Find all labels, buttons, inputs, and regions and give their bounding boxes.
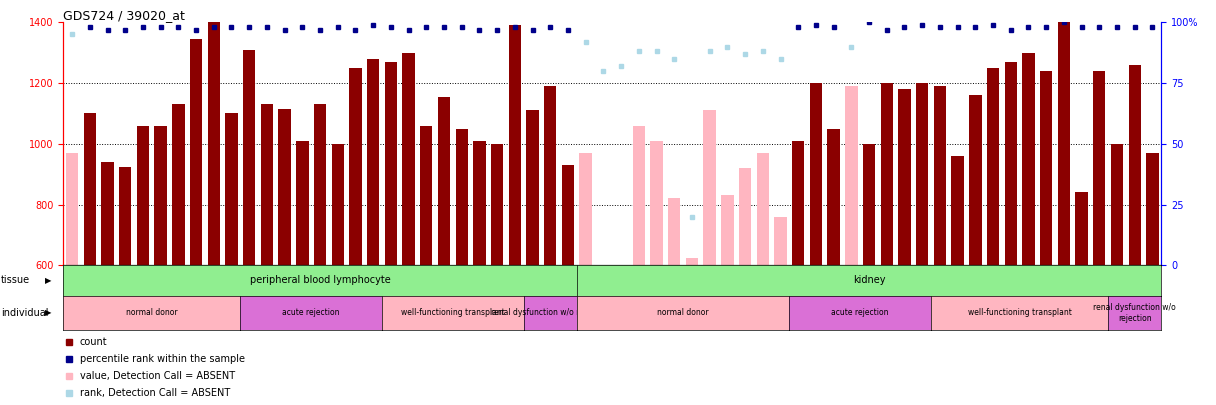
Bar (208, 22, 220, 265)
Bar (349, 68, 361, 265)
Text: normal donor: normal donor (658, 308, 709, 318)
Bar (1110, 144, 1124, 265)
Bar (1023, 53, 1035, 265)
Text: well-functioning transplant: well-functioning transplant (401, 308, 505, 318)
Bar (225, 113, 237, 265)
Bar (704, 111, 716, 265)
Bar (987, 68, 1000, 265)
Bar (863, 144, 876, 265)
Bar (508, 26, 520, 265)
Bar (402, 53, 415, 265)
Bar (721, 196, 733, 265)
Bar (420, 126, 433, 265)
Text: normal donor: normal donor (126, 308, 178, 318)
Text: ▶: ▶ (45, 308, 51, 318)
Bar (934, 86, 946, 265)
Text: kidney: kidney (852, 275, 885, 286)
Bar (260, 104, 274, 265)
Bar (827, 129, 840, 265)
Bar (916, 83, 928, 265)
Bar (899, 89, 911, 265)
Bar (632, 126, 644, 265)
Bar (651, 141, 663, 265)
Text: renal dysfunction w/o
rejection: renal dysfunction w/o rejection (1093, 303, 1176, 322)
Bar (1058, 22, 1070, 265)
Bar (367, 59, 379, 265)
Bar (544, 86, 557, 265)
Text: count: count (79, 337, 107, 347)
Bar (1093, 71, 1105, 265)
Bar (615, 265, 627, 302)
Bar (810, 83, 822, 265)
Bar (154, 126, 167, 265)
Bar (668, 198, 681, 265)
Bar (84, 113, 96, 265)
Text: acute rejection: acute rejection (832, 308, 889, 318)
Bar (278, 109, 291, 265)
Bar (527, 111, 539, 265)
Bar (792, 141, 805, 265)
Bar (1147, 153, 1159, 265)
Bar (756, 153, 769, 265)
Bar (845, 86, 857, 265)
Text: ▶: ▶ (45, 276, 51, 285)
Bar (66, 153, 78, 265)
Bar (473, 141, 485, 265)
Bar (332, 144, 344, 265)
Bar (297, 141, 309, 265)
Bar (438, 97, 450, 265)
Bar (119, 166, 131, 265)
Bar (580, 153, 592, 265)
Bar (969, 95, 981, 265)
Bar (314, 104, 326, 265)
Bar (1040, 71, 1052, 265)
Text: peripheral blood lymphocyte: peripheral blood lymphocyte (249, 275, 390, 286)
Text: renal dysfunction w/o rejection: renal dysfunction w/o rejection (491, 308, 609, 318)
Text: percentile rank within the sample: percentile rank within the sample (79, 354, 244, 364)
Bar (1128, 65, 1141, 265)
Bar (456, 129, 468, 265)
Bar (951, 156, 964, 265)
Bar (136, 126, 150, 265)
Bar (384, 62, 398, 265)
Bar (173, 104, 185, 265)
Text: value, Detection Call = ABSENT: value, Detection Call = ABSENT (79, 371, 235, 381)
Bar (1075, 192, 1088, 265)
Bar (190, 39, 202, 265)
Bar (597, 265, 609, 314)
Text: rank, Detection Call = ABSENT: rank, Detection Call = ABSENT (79, 388, 230, 398)
Bar (562, 165, 574, 265)
Text: GDS724 / 39020_at: GDS724 / 39020_at (63, 9, 185, 22)
Bar (775, 217, 787, 265)
Bar (491, 144, 503, 265)
Bar (1004, 62, 1017, 265)
Bar (101, 162, 114, 265)
Text: well-functioning transplant: well-functioning transplant (968, 308, 1071, 318)
Bar (243, 50, 255, 265)
Text: individual: individual (1, 308, 49, 318)
Bar (880, 83, 893, 265)
Bar (739, 168, 751, 265)
Text: acute rejection: acute rejection (282, 308, 340, 318)
Text: tissue: tissue (1, 275, 30, 286)
Bar (686, 258, 698, 265)
